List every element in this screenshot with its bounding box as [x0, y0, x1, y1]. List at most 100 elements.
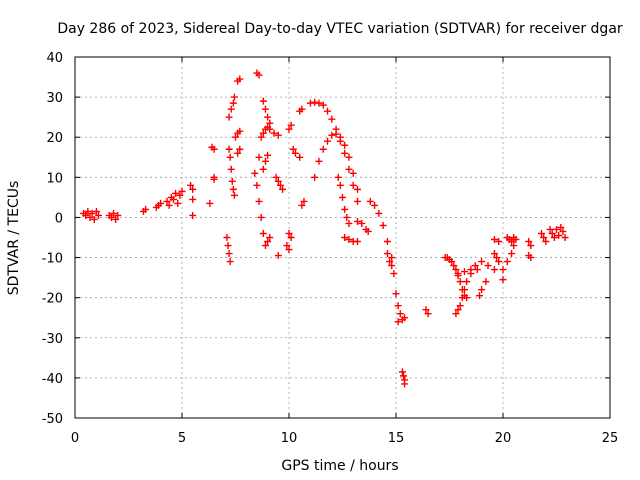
data-point [225, 113, 233, 121]
data-point [289, 145, 297, 153]
data-point [187, 181, 195, 189]
data-point [490, 250, 498, 258]
data-point [379, 221, 387, 229]
data-point [341, 149, 349, 157]
data-point [259, 97, 267, 105]
data-point [559, 227, 567, 235]
data-point [334, 173, 342, 181]
data-point [349, 169, 357, 177]
data-point [210, 145, 218, 153]
data-point [225, 250, 233, 258]
data-point [394, 302, 402, 310]
data-point [287, 234, 295, 241]
data-point [232, 133, 239, 141]
data-point [287, 121, 295, 129]
y-tick-label: -50 [42, 412, 63, 427]
data-point [332, 130, 340, 138]
data-point [229, 99, 237, 107]
data-point [527, 254, 535, 262]
data-point [107, 213, 115, 221]
data-point [336, 133, 344, 141]
data-point [229, 185, 237, 193]
data-point [555, 231, 563, 239]
data-point [452, 310, 460, 318]
data-point [264, 113, 272, 121]
data-point [230, 93, 238, 101]
data-point [358, 219, 366, 227]
data-point [473, 266, 481, 274]
data-point [253, 181, 261, 189]
data-point [499, 266, 507, 274]
data-point [163, 197, 171, 205]
y-tick-label: -20 [42, 292, 63, 307]
data-point [401, 314, 409, 322]
data-point [553, 225, 560, 233]
data-point [251, 169, 259, 177]
data-point [364, 227, 372, 235]
y-tick-label: 10 [46, 171, 63, 186]
data-point [371, 201, 379, 209]
data-point [257, 133, 265, 141]
y-tick-label: -30 [42, 332, 63, 347]
data-point [328, 115, 336, 123]
data-point [110, 209, 118, 217]
data-point [234, 149, 242, 157]
data-point [538, 229, 546, 237]
x-tick-label: 20 [495, 431, 512, 446]
data-point [189, 185, 197, 193]
data-point [456, 302, 464, 310]
data-point [255, 197, 263, 205]
data-point [259, 229, 267, 237]
data-point [353, 217, 361, 225]
data-point [424, 310, 432, 318]
data-point [463, 278, 471, 286]
data-point [353, 197, 361, 205]
data-points [80, 69, 569, 388]
x-tick-label: 5 [178, 431, 186, 446]
data-point [328, 131, 336, 139]
data-point [353, 185, 361, 193]
data-point [448, 258, 456, 266]
data-point [228, 177, 236, 185]
data-point [112, 215, 120, 223]
data-point [206, 199, 214, 207]
data-point [341, 234, 349, 241]
plot-frame [74, 56, 611, 419]
data-point [525, 238, 533, 246]
data-point [396, 310, 404, 318]
data-point [88, 209, 96, 217]
data-point [264, 151, 272, 159]
data-point [274, 252, 282, 260]
data-point [422, 306, 430, 314]
data-point [345, 236, 353, 244]
data-point [285, 229, 293, 237]
data-point [261, 157, 269, 165]
y-tick-label: 40 [46, 51, 63, 66]
data-point [394, 318, 402, 326]
data-point [482, 278, 490, 286]
data-point [324, 107, 332, 115]
data-point [349, 181, 357, 189]
data-point [495, 258, 503, 266]
data-point [398, 368, 406, 376]
data-point [274, 177, 282, 185]
data-point [392, 290, 400, 298]
data-point [236, 145, 244, 153]
data-point [450, 262, 458, 270]
data-point [264, 238, 272, 246]
data-point [259, 165, 267, 173]
data-point [257, 213, 265, 221]
data-point [341, 205, 349, 213]
data-point [315, 99, 323, 107]
data-point [341, 141, 349, 149]
data-point [261, 105, 269, 113]
data-point [255, 153, 263, 161]
data-point [510, 242, 518, 250]
data-point [561, 234, 569, 241]
data-point [557, 223, 565, 231]
data-point [174, 199, 182, 207]
data-point [283, 242, 291, 250]
data-point [503, 258, 511, 266]
data-point [279, 185, 287, 193]
data-point [401, 380, 409, 388]
